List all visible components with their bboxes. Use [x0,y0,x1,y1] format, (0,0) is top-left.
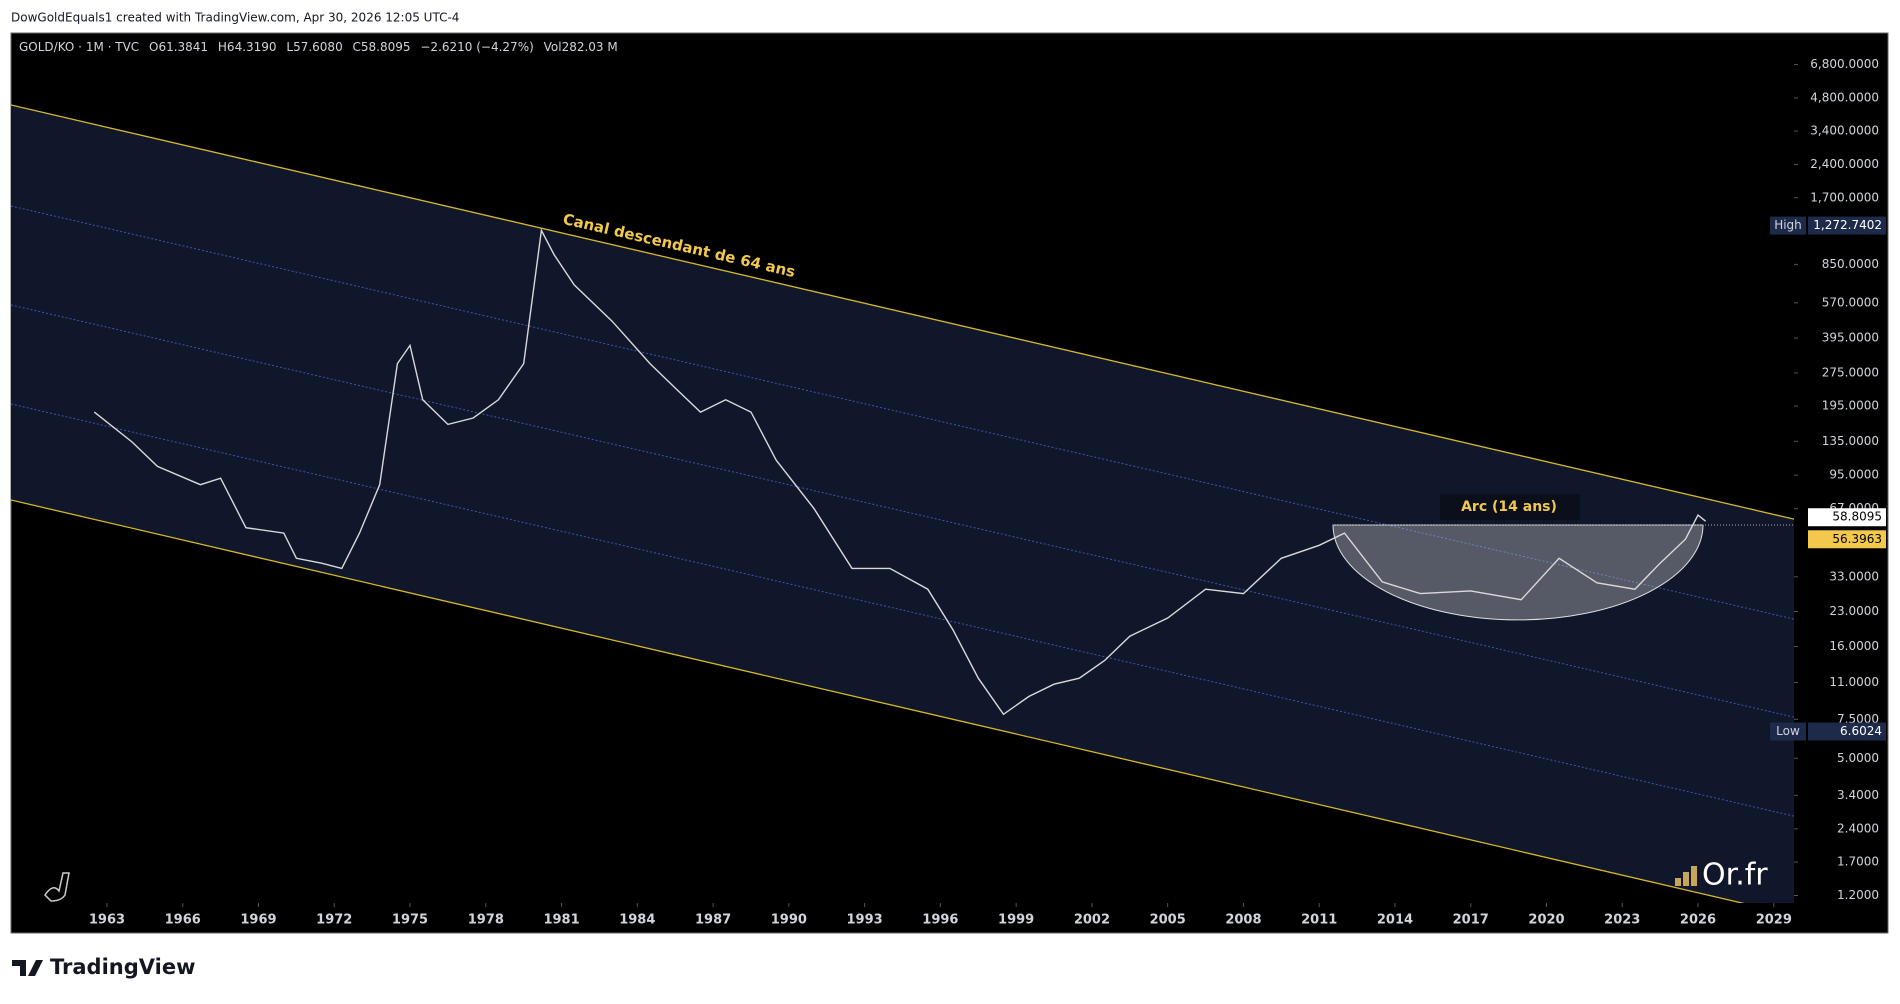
footer-logo: TradingView [12,955,195,979]
channel-fill [11,105,1794,903]
x-tick-label: 1999 [998,913,1034,928]
legend: GOLD/KO · 1M · TVC O61.3841 H64.3190 L57… [19,40,618,54]
symbol: GOLD/KO · 1M · TVC [19,40,139,54]
y-tick-label: 4,800.0000 [1810,90,1879,104]
footer: TradingView [50,955,195,979]
x-tick-label: 2029 [1756,913,1792,928]
x-tick-label: 2023 [1604,913,1640,928]
y-tick-label: 6,800.0000 [1810,57,1879,71]
y-tick-label: 850.0000 [1822,257,1879,271]
channel-mid [11,205,1794,620]
watermark: Or.fr [1675,858,1768,893]
x-tick-label: 2017 [1453,913,1489,928]
annotation: Arc (14 ans) [1461,499,1557,515]
marker-name-bg [1770,722,1806,741]
y-tick-label: 275.0000 [1822,365,1879,379]
channel-bottom [11,499,1745,903]
x-tick-label: 1969 [240,913,276,928]
y-tick-label: 195.0000 [1822,398,1879,412]
y-tick-label: 135.0000 [1822,434,1879,448]
ohlc: C58.8095 [353,40,411,54]
y-tick-label: 1,700.0000 [1810,190,1879,204]
x-tick-label: 2011 [1301,913,1337,928]
x-tick-label: 1963 [89,913,125,928]
watermark-text: Or.fr [1702,858,1768,893]
x-tick-label: 2008 [1225,913,1261,928]
marker-name: Low [1776,724,1800,738]
y-tick-label: 2,400.0000 [1810,157,1879,171]
x-tick-label: 1966 [165,913,201,928]
price-tag [1808,722,1886,741]
y-tick-label: 1.2000 [1837,888,1879,902]
y-tick-label: 16.0000 [1829,639,1879,653]
price-tag-label: 58.8095 [1832,510,1882,524]
ohlc: L57.6080 [286,40,342,54]
x-tick-label: 1975 [392,913,428,928]
x-tick-label: 1978 [468,913,504,928]
y-tick-label: 33.0000 [1829,569,1879,583]
x-tick-label: 1990 [771,913,807,928]
y-tick-label: 11.0000 [1829,675,1879,689]
x-tick-label: 1996 [922,913,958,928]
y-tick-label: 3.4000 [1837,788,1879,802]
y-tick-label: 5.0000 [1837,751,1879,765]
price-tag-label: 56.3963 [1832,532,1882,546]
marker-name: High [1774,218,1802,232]
price-tag-label: 6.6024 [1840,724,1882,738]
ohlc: −2.6210 (−4.27%) [420,40,533,54]
x-tick-label: 2005 [1150,913,1186,928]
ohlc: Vol282.03 M [544,40,618,54]
x-tick-label: 2002 [1074,913,1110,928]
x-tick-label: 1993 [847,913,883,928]
ohlc: O61.3841 [149,40,208,54]
price-tag [1808,530,1886,549]
price-tag [1808,508,1886,527]
y-tick-label: 570.0000 [1822,295,1879,309]
marker-name-bg [1770,216,1806,235]
x-tick-label: 2026 [1680,913,1716,928]
plot [93,228,1707,716]
y-tick-label: 95.0000 [1829,468,1879,482]
drawings [11,104,1794,903]
x-tick-label: 2014 [1377,913,1413,928]
x-tick-label: 1984 [619,913,655,928]
x-tick-label: 1981 [543,913,579,928]
header: DowGoldEquals1 created with TradingView.… [11,11,459,25]
arc-shape [1332,524,1704,621]
price-tag [1808,216,1886,235]
x-tick-label: 2020 [1528,913,1564,928]
y-tick-label: 395.0000 [1822,331,1879,345]
x-tick-label: 1972 [316,913,352,928]
y-tick-label: 1.7000 [1837,855,1879,869]
price-line [93,228,1707,716]
y-tick-label: 2.4000 [1837,821,1879,835]
annotation-bg [1440,494,1580,520]
y-tick-label: 7.5000 [1837,712,1879,726]
y-tick-label: 3,400.0000 [1810,124,1879,138]
y-tick-label: 23.0000 [1829,604,1879,618]
x-tick-label: 1987 [695,913,731,928]
ohlc: H64.3190 [218,40,277,54]
logo-icon [44,872,70,902]
price-tag-label: 1,272.7402 [1813,218,1882,232]
channel-top [11,104,1794,520]
